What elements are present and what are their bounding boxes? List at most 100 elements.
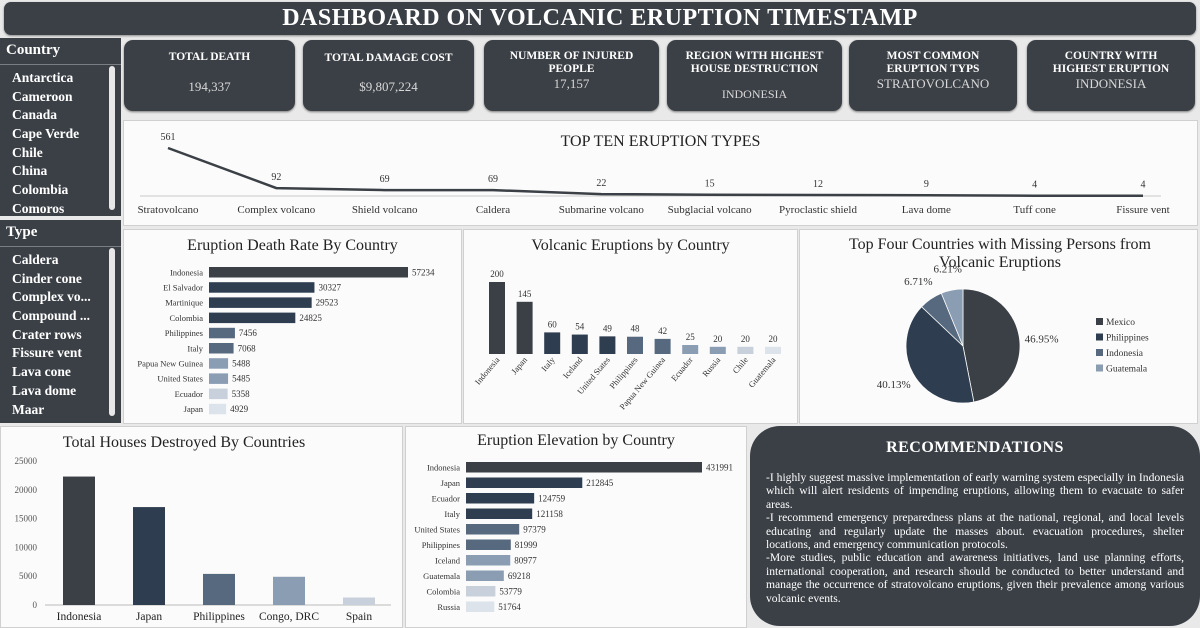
elevation-chart: Indonesia 431991 Japan 212845 Ecuador 124759 I… — [414, 462, 733, 612]
houses-destroyed-panel: Total Houses Destroyed By Countries 0 500… — [0, 426, 403, 628]
type-slicer-item[interactable]: Fissure vent — [12, 345, 82, 361]
country-slicer-item[interactable]: China — [12, 163, 48, 179]
country-slicer[interactable]: Country Antarctica Cameroon Canada Cape Ver… — [0, 38, 121, 216]
type-slicer-item[interactable]: Caldera — [12, 252, 59, 267]
bar — [466, 462, 702, 473]
bar — [466, 508, 533, 519]
data-label: 5485 — [232, 374, 251, 384]
x-tick-label: Fissure vent — [1116, 204, 1169, 216]
x-tick-label: Shield volcano — [352, 204, 418, 216]
top-eruption-types-panel: TOP TEN ERUPTION TYPES 561 Stratovolcano 9… — [123, 120, 1198, 226]
data-label: 5358 — [232, 389, 251, 399]
legend-swatch — [1096, 364, 1103, 372]
data-label: 29523 — [316, 298, 339, 308]
bar — [466, 477, 583, 488]
x-tick-label: Tuff cone — [1013, 204, 1056, 216]
country-slicer-list[interactable]: Antarctica Cameroon Canada Cape Verde Chile C… — [0, 65, 121, 219]
recommendations-panel: RECOMMENDATIONS -I highly suggest massiv… — [750, 426, 1200, 626]
type-slicer-item[interactable]: Maar — [12, 401, 45, 417]
bar — [466, 570, 504, 581]
bar — [63, 476, 95, 605]
y-tick-label: 20000 — [15, 485, 38, 495]
data-label: 20 — [769, 334, 779, 344]
x-tick-label: Pyroclastic shield — [779, 204, 857, 216]
data-label: 54 — [575, 322, 585, 332]
data-label: 53779 — [499, 586, 522, 596]
data-label: 30327 — [318, 282, 341, 292]
country-slicer-item[interactable]: Comoros — [12, 200, 65, 216]
elevation-title: Eruption Elevation by Country — [477, 432, 675, 449]
y-tick-label: Italy — [444, 509, 460, 519]
type-slicer-item[interactable]: Lava dome — [12, 382, 77, 398]
x-tick-label: Italy — [539, 354, 557, 373]
y-tick-label: Martinique — [165, 298, 203, 308]
data-label: 6.71% — [904, 276, 932, 288]
data-label: 57234 — [412, 267, 435, 277]
bar — [466, 586, 496, 597]
type-slicer[interactable]: Type Caldera Cinder cone Complex vo... Comp… — [0, 220, 121, 423]
top-eruption-types-chart: 561 Stratovolcano 92 Complex volcano 69 Shiel… — [137, 132, 1169, 216]
data-label: 121158 — [536, 509, 563, 519]
data-label: 145 — [518, 289, 532, 299]
kpi-total-damage-cost: TOTAL DAMAGE COST $9,807,224 — [303, 40, 474, 111]
type-slicer-item[interactable]: Crater rows — [12, 326, 82, 342]
bar — [654, 338, 671, 354]
data-label: 20 — [741, 334, 751, 344]
bar — [343, 597, 375, 605]
data-label: 97379 — [523, 524, 546, 534]
type-slicer-item[interactable]: Compound ... — [12, 308, 91, 324]
bar — [209, 267, 408, 278]
country-slicer-item[interactable]: Colombia — [12, 182, 69, 198]
legend-swatch — [1096, 349, 1103, 356]
bar — [489, 282, 505, 354]
y-tick-label: Japan — [184, 404, 204, 414]
kpi-value: $9,807,224 — [359, 79, 418, 94]
bar — [209, 403, 227, 415]
data-label: 200 — [490, 269, 504, 279]
country-slicer-item[interactable]: Cape Verde — [12, 126, 80, 142]
country-slicer-item[interactable]: Cameroon — [12, 88, 73, 104]
death-rate-chart: Indonesia 57234 El Salvador 30327 Martinique… — [137, 267, 435, 415]
bar — [737, 346, 754, 354]
data-label: 69218 — [508, 571, 531, 581]
data-label: 9 — [924, 179, 929, 190]
eruptions-by-country-chart: 200Indonesia145Japan60Italy54Iceland49Un… — [473, 269, 781, 412]
death-rate-panel: Eruption Death Rate By Country Indonesia… — [123, 229, 462, 424]
bar — [209, 358, 229, 369]
x-tick-label: Philippines — [193, 611, 245, 623]
type-slicer-scrollbar[interactable] — [109, 248, 115, 416]
data-label: 7456 — [239, 328, 258, 338]
kpi-label: REGION WITH HIGHEST HOUSE DESTRUCTION — [685, 50, 824, 75]
data-label: 12 — [813, 179, 823, 190]
x-tick-label: Spain — [346, 611, 372, 623]
country-slicer-item[interactable]: Antarctica — [12, 70, 74, 85]
country-slicer-item[interactable]: Canada — [12, 107, 58, 123]
country-slicer-scrollbar[interactable] — [109, 66, 115, 210]
y-tick-label: Iceland — [435, 555, 461, 565]
y-tick-label: 5000 — [19, 571, 38, 581]
data-label: 4929 — [230, 404, 249, 414]
x-tick-label: Ecuador — [669, 355, 695, 383]
x-tick-label: Guatemala — [746, 355, 777, 390]
kpi-total-death: TOTAL DEATH 194,337 — [124, 40, 295, 111]
bar — [466, 493, 535, 504]
country-slicer-label: Country — [0, 38, 121, 65]
bar — [682, 345, 699, 354]
data-label: 431991 — [706, 462, 733, 472]
bar — [273, 576, 305, 605]
type-slicer-item[interactable]: Cinder cone — [12, 270, 82, 286]
type-slicer-list[interactable]: Caldera Cinder cone Complex vo... Compound … — [0, 247, 121, 419]
data-label: 46.95% — [1025, 333, 1059, 345]
bar — [209, 297, 312, 308]
country-slicer-item[interactable]: Chile — [12, 144, 43, 160]
type-slicer-item[interactable]: Lava cone — [12, 364, 71, 380]
y-tick-label: Philippines — [165, 328, 203, 338]
kpi-value: 17,157 — [553, 76, 590, 91]
kpi-label: TOTAL DAMAGE COST — [324, 52, 453, 64]
data-label: 69 — [488, 174, 498, 185]
data-label: 6.21% — [933, 263, 961, 275]
type-slicer-item[interactable]: Complex vo... — [12, 289, 91, 305]
bar — [544, 332, 561, 354]
bar — [466, 539, 511, 550]
eruptions-by-country-title: Volcanic Eruptions by Country — [531, 237, 730, 254]
